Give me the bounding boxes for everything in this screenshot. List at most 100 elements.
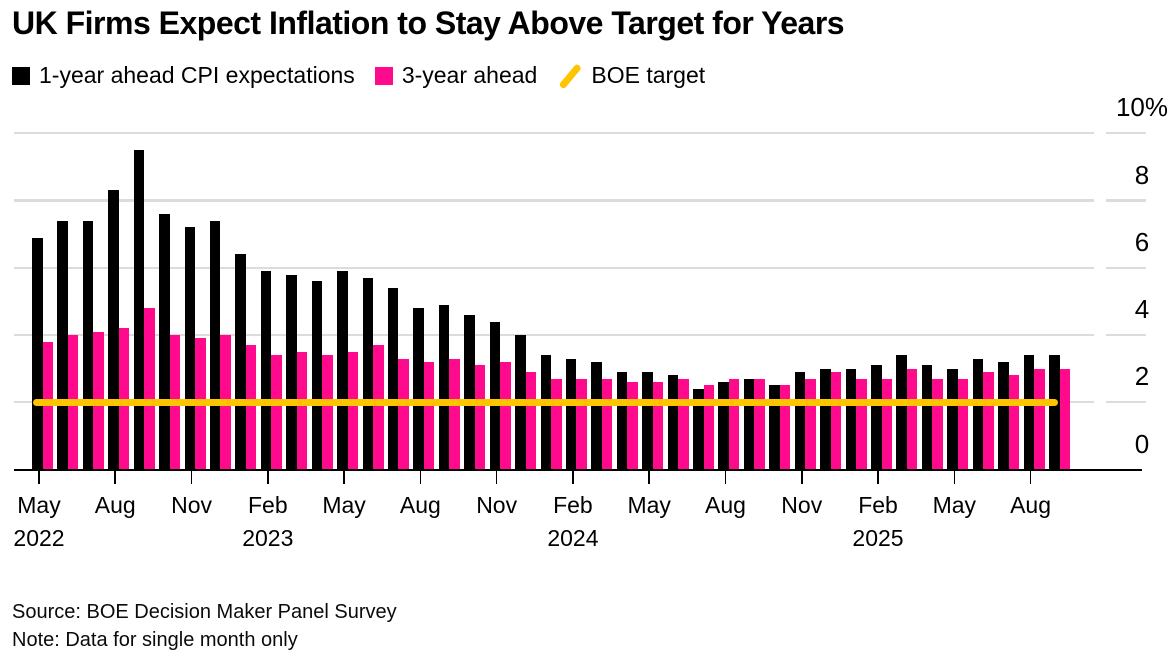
x-tick — [1029, 471, 1032, 484]
x-tick-label: Feb — [247, 492, 288, 518]
x-tick — [190, 471, 193, 484]
legend: 1-year ahead CPI expectations 3-year ahe… — [12, 62, 725, 89]
bar-3yr — [551, 378, 562, 470]
bar-1yr — [1023, 355, 1035, 470]
bar-1yr — [540, 355, 551, 470]
bar-1yr — [260, 271, 272, 470]
pink-square-swatch-icon — [374, 66, 393, 85]
x-tick — [495, 471, 498, 484]
x-tick-label: May — [932, 492, 977, 518]
bar-1yr — [718, 382, 729, 470]
bar-1yr — [1049, 355, 1060, 470]
x-tick — [953, 471, 956, 484]
x-year-label: 2025 — [852, 525, 904, 551]
legend-label-1yr: 1-year ahead CPI expectations — [39, 62, 355, 88]
x-tick-label: May — [627, 492, 671, 518]
boe-target-line — [33, 398, 1058, 406]
bar-1yr — [82, 220, 94, 470]
y-axis-label: 4 — [1134, 294, 1150, 325]
y-axis-tick-dash — [1106, 401, 1146, 404]
bar-3yr — [652, 382, 664, 470]
bar-1yr — [387, 287, 399, 470]
x-tick-label: May — [17, 492, 61, 518]
x-tick — [648, 471, 650, 484]
bar-1yr — [159, 213, 170, 470]
bar-1yr — [998, 361, 1009, 470]
x-tick-label: Nov — [171, 492, 212, 518]
x-year-label: 2024 — [547, 525, 599, 551]
x-tick-label: Aug — [94, 492, 136, 518]
bar-1yr — [820, 368, 831, 470]
x-tick-label: Nov — [781, 492, 823, 518]
bar-1yr — [845, 368, 857, 470]
black-square-swatch-icon — [12, 66, 30, 85]
bar-3yr — [627, 382, 638, 470]
bar-3yr — [1034, 368, 1045, 470]
bar-3yr — [856, 378, 867, 470]
legend-label-boe-target: BOE target — [591, 62, 706, 88]
bar-1yr — [769, 385, 780, 470]
bar-3yr — [398, 358, 409, 470]
legend-item-1yr: 1-year ahead CPI expectations — [12, 62, 355, 89]
legend-item-boe-target: BOE target — [557, 62, 705, 89]
bar-1yr — [413, 308, 424, 470]
bar-3yr — [449, 358, 460, 470]
bar-1yr — [642, 372, 653, 470]
y-axis-tick-dash — [1106, 199, 1146, 202]
bar-3yr — [983, 372, 994, 470]
bar-3yr — [906, 368, 918, 470]
x-tick — [343, 471, 345, 484]
y-axis-tick-dash — [1106, 333, 1146, 337]
gridline — [14, 266, 1094, 269]
y-axis-label: 10% — [1115, 92, 1169, 123]
legend-label-3yr: 3-year ahead — [401, 62, 538, 88]
bar-3yr — [322, 355, 333, 470]
bar-3yr — [728, 378, 740, 470]
bar-3yr — [373, 345, 384, 470]
bar-1yr — [972, 358, 984, 470]
bar-3yr — [601, 378, 613, 470]
bar-1yr — [743, 378, 755, 470]
x-year-label: 2022 — [13, 525, 65, 551]
gridline — [14, 333, 1094, 337]
bar-1yr — [209, 220, 221, 470]
bar-1yr — [667, 375, 679, 470]
legend-item-3yr: 3-year ahead — [374, 62, 538, 89]
bar-1yr — [438, 304, 450, 470]
bar-3yr — [754, 378, 765, 470]
bar-3yr — [296, 351, 308, 470]
bar-3yr — [525, 372, 537, 470]
x-tick — [38, 471, 40, 484]
x-tick — [114, 471, 117, 484]
x-tick-label: Feb — [553, 492, 593, 518]
x-tick — [572, 471, 574, 484]
bar-3yr — [474, 365, 486, 470]
bar-3yr — [703, 385, 715, 470]
bar-3yr — [779, 385, 791, 470]
bar-3yr — [271, 355, 282, 470]
bar-1yr — [57, 220, 68, 470]
bar-3yr — [805, 378, 816, 470]
bar-1yr — [464, 314, 475, 470]
y-axis-tick-dash — [1106, 266, 1146, 269]
bar-3yr — [1059, 368, 1070, 470]
x-tick — [267, 471, 269, 484]
bar-3yr — [576, 378, 587, 470]
bar-1yr — [184, 227, 196, 470]
x-tick-label: Feb — [858, 492, 898, 518]
bar-1yr — [286, 274, 297, 470]
bar-1yr — [108, 190, 119, 470]
bar-1yr — [616, 372, 628, 470]
x-tick — [724, 471, 727, 484]
bar-1yr — [921, 365, 933, 470]
gridline — [14, 132, 1094, 135]
x-tick-label: Aug — [705, 492, 746, 518]
bar-1yr — [362, 277, 374, 470]
bar-3yr — [1008, 375, 1020, 470]
y-axis-label: 0 — [1134, 428, 1150, 459]
bar-1yr — [896, 355, 907, 470]
x-tick — [800, 471, 803, 484]
x-tick-label: Nov — [476, 492, 518, 518]
bar-1yr — [337, 271, 348, 470]
